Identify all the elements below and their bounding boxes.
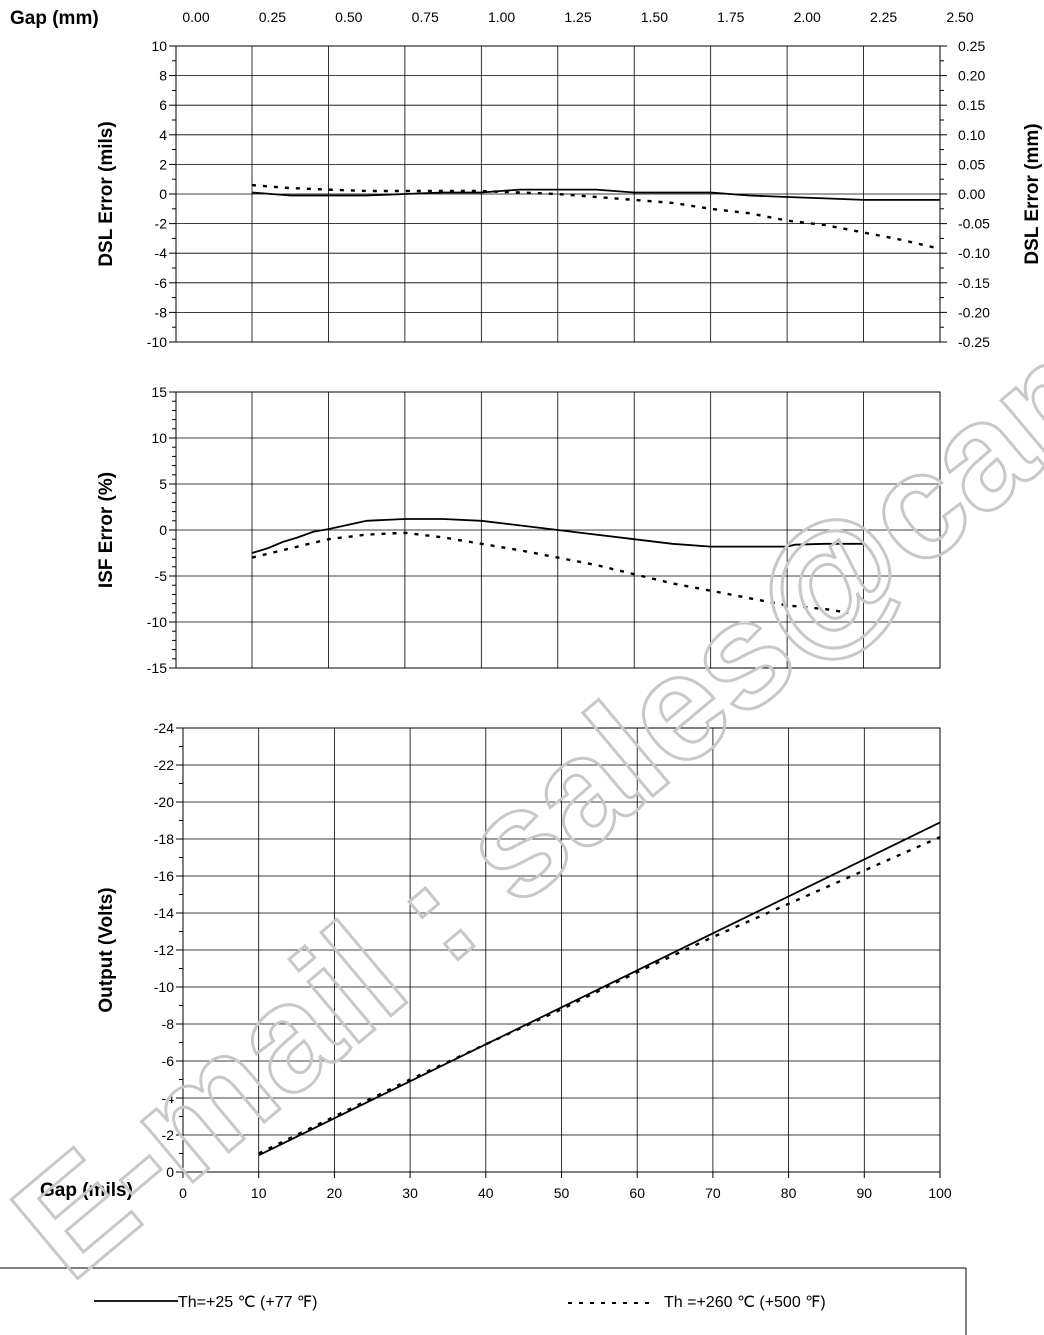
y2-tick-label: 0.00 <box>958 186 985 202</box>
y2-tick-label: 0.10 <box>958 127 985 143</box>
x-tick-label: 40 <box>478 1185 494 1201</box>
series-line-th-25c <box>258 821 941 1157</box>
y-tick-label: -8 <box>162 1016 175 1032</box>
top-tick-label: 0.25 <box>259 9 286 25</box>
series-line-th-25c <box>251 518 864 554</box>
legend-label-th-25c: Th=+25 ℃ (+77 ℉) <box>178 1294 317 1311</box>
x-tick-label: 100 <box>928 1185 952 1201</box>
y-tick-label: -20 <box>154 794 174 810</box>
x-tick-label: 60 <box>629 1185 645 1201</box>
y2-tick-label: -0.20 <box>958 304 990 320</box>
top-tick-label: 2.25 <box>870 9 897 25</box>
x-tick-label: 0 <box>179 1185 187 1201</box>
top-tick-label: 0.00 <box>182 9 209 25</box>
y-tick-label: -16 <box>154 868 174 884</box>
top-tick-label: 1.00 <box>488 9 515 25</box>
top-tick-label: 2.00 <box>794 9 821 25</box>
panel-isf-error: 15 10 5 0 -5 -10 -15 ISF Error (%) <box>96 384 941 676</box>
y-tick-label: -10 <box>147 614 167 630</box>
y-tick-label: -6 <box>162 1053 175 1069</box>
legend-label-th-260c: Th =+260 ℃ (+500 ℉) <box>664 1294 826 1311</box>
y2-axis-title: DSL Error (mm) <box>1022 123 1043 264</box>
x-tick-label: 50 <box>554 1185 570 1201</box>
y-tick-label: -10 <box>154 979 174 995</box>
y-tick-label: 10 <box>151 430 167 446</box>
x-tick-label: 80 <box>781 1185 797 1201</box>
y-tick-label: -4 <box>155 245 168 261</box>
y-tick-label: -10 <box>147 334 167 350</box>
y-tick-label: -8 <box>155 304 168 320</box>
y-tick-label: 8 <box>159 68 167 84</box>
top-tick-label: 1.75 <box>717 9 744 25</box>
y-tick-label: 0 <box>159 522 167 538</box>
grid-dsl-error <box>169 45 947 343</box>
y-tick-label: 0 <box>166 1164 174 1180</box>
y-tick-label: 10 <box>151 38 167 54</box>
top-tick-label: 1.50 <box>641 9 668 25</box>
y-tick-label: 6 <box>159 97 167 113</box>
series-line-th-260c <box>251 183 941 250</box>
y2-tick-label: -0.25 <box>958 334 990 350</box>
y-tick-label: -15 <box>147 660 167 676</box>
y-axis-title: ISF Error (%) <box>96 472 117 588</box>
y2-tick-label: -0.05 <box>958 216 990 232</box>
series-line-th-25c <box>251 188 940 201</box>
y-tick-label: -18 <box>154 831 174 847</box>
y2-tick-label: -0.10 <box>958 245 990 261</box>
y-tick-label: 2 <box>159 156 167 172</box>
series-line-th-260c <box>258 836 941 1155</box>
x-tick-label: 90 <box>857 1185 873 1201</box>
y-tick-label: -2 <box>162 1127 175 1143</box>
x-tick-label: 10 <box>251 1185 267 1201</box>
grid-isf-error <box>169 391 941 669</box>
y-tick-label: -4 <box>162 1090 175 1106</box>
y2-tick-label: 0.05 <box>958 156 985 172</box>
y-tick-label: -12 <box>154 942 174 958</box>
y-tick-label: -22 <box>154 757 174 773</box>
top-tick-label: 0.50 <box>335 9 362 25</box>
y2-tick-label: 0.15 <box>958 97 985 113</box>
y-axis-title: DSL Error (mils) <box>96 121 117 266</box>
y2-tick-label: -0.15 <box>958 275 990 291</box>
y-tick-label: -5 <box>155 568 168 584</box>
y2-tick-label: 0.25 <box>958 38 985 54</box>
top-tick-label: 0.75 <box>412 9 439 25</box>
x-tick-label: 70 <box>705 1185 721 1201</box>
grid-output <box>176 727 941 1178</box>
y-tick-label: -6 <box>155 275 168 291</box>
series-line-th-260c <box>251 531 849 614</box>
x-axis-title: Gap (mils) <box>40 1180 133 1201</box>
x-tick-label: 20 <box>327 1185 343 1201</box>
legend: Th=+25 ℃ (+77 ℉) Th =+260 ℃ (+500 ℉) <box>0 1267 967 1335</box>
y-tick-label: 5 <box>159 476 167 492</box>
y-tick-label: 0 <box>159 186 167 202</box>
panel-output: -24-22-20-18-16-14-12-10-8-6-4-200 10 20 30… <box>40 720 952 1201</box>
y2-tick-label: 0.20 <box>958 68 985 84</box>
y-tick-label: 4 <box>159 127 167 143</box>
top-tick-label: 2.50 <box>946 9 973 25</box>
y-tick-label: -2 <box>155 216 168 232</box>
top-axis-title: Gap (mm) <box>10 8 99 29</box>
x-tick-label: 30 <box>402 1185 418 1201</box>
y-tick-label: 15 <box>151 384 167 400</box>
y-tick-label: -24 <box>154 720 174 736</box>
y-axis-title: Output (Volts) <box>96 887 117 1012</box>
top-tick-label: 1.25 <box>564 9 591 25</box>
panel-dsl-error: 10 0.25 8 0.20 6 0.15 4 0.10 2 0.05 0 0.00 -2 -0.05 -4… <box>10 8 1043 350</box>
y-tick-label: -14 <box>154 905 174 921</box>
